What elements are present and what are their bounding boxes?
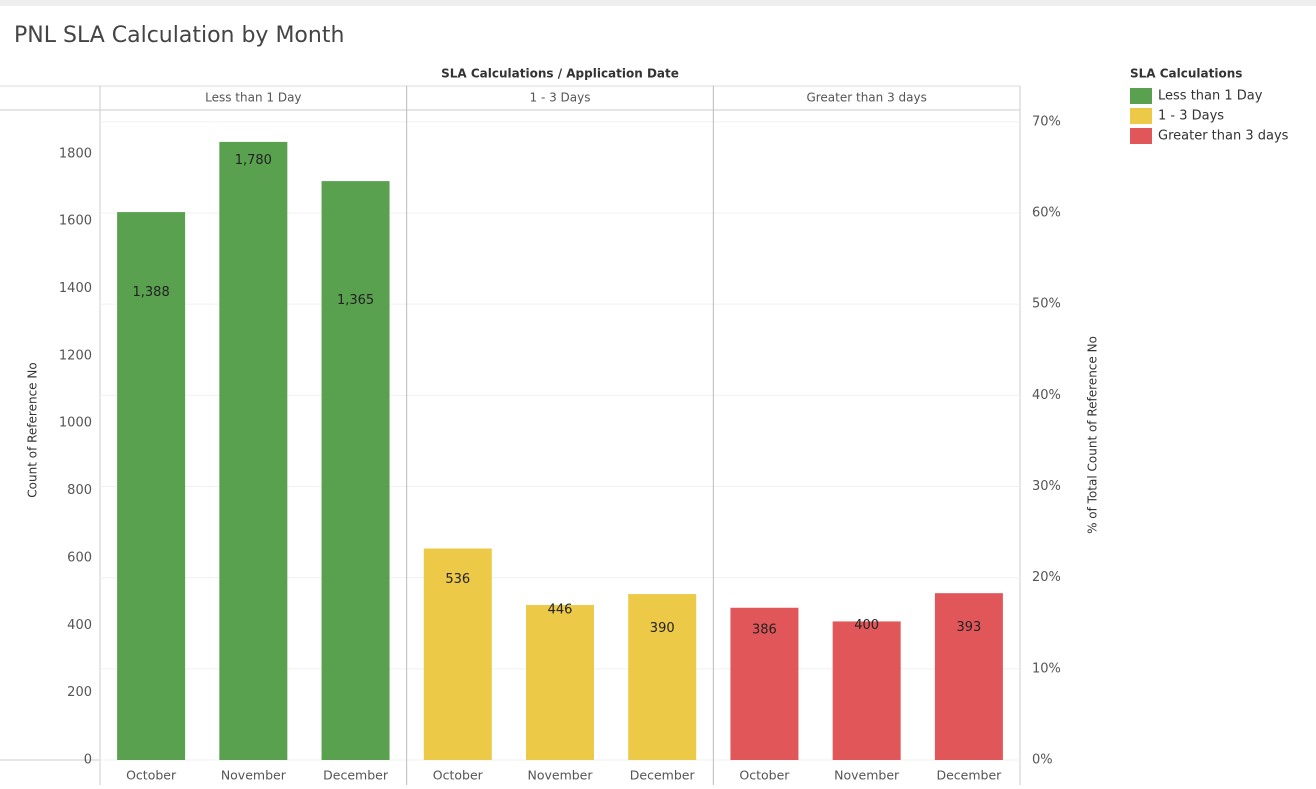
legend-swatch [1130,128,1152,144]
x-tick-label: December [630,768,696,783]
y2-axis-title: % of Total Count of Reference No [1086,336,1100,534]
y-tick-label: 1200 [59,348,92,363]
x-tick-label: November [834,768,900,783]
y-tick-label: 1000 [59,416,92,431]
data-label: 393 [956,620,981,635]
data-label: 1,365 [337,293,374,308]
y-tick-label: 600 [67,550,92,565]
header: SLA Calculations / Application Date [441,67,679,81]
y-tick-label: 1600 [59,214,92,229]
data-label: 386 [752,623,777,638]
y2-tick-label: 50% [1032,297,1061,312]
y2-tick-label: 0% [1032,753,1053,768]
bar [117,212,186,761]
y-axis-title: Count of Reference No [26,362,40,497]
legend-title: SLA Calculations [1130,67,1242,81]
panel-header: Greater than 3 days [806,91,926,105]
bar [832,621,901,760]
y-tick-label: 200 [67,685,92,700]
x-tick-label: October [126,768,177,783]
panel-header: 1 - 3 Days [530,91,591,105]
y-tick-label: 0 [84,753,92,768]
y-tick-label: 400 [67,618,92,633]
x-tick-label: October [433,768,484,783]
x-tick-label: October [739,768,790,783]
y2-tick-label: 20% [1032,570,1061,585]
data-label: 1,780 [235,153,272,168]
bar [423,548,492,760]
x-tick-label: December [936,768,1002,783]
bar [628,594,697,760]
legend-swatch [1130,88,1152,104]
data-label: 400 [854,618,879,633]
y-tick-label: 800 [67,483,92,498]
x-tick-label: December [323,768,389,783]
bar [219,141,288,760]
bar [730,607,799,760]
y2-tick-label: 10% [1032,661,1061,676]
legend-label: 1 - 3 Days [1158,109,1224,124]
data-label: 536 [445,572,470,587]
y-tick-label: 1800 [59,146,92,161]
y-tick-label: 1400 [59,281,92,296]
legend-swatch [1130,108,1152,124]
bar [526,605,594,760]
y2-tick-label: 40% [1032,388,1061,403]
chart-title: PNL SLA Calculation by Month [14,23,344,48]
top-strip [0,0,1316,6]
legend-label: Greater than 3 days [1158,129,1289,144]
y2-tick-label: 70% [1032,114,1061,129]
legend-label: Less than 1 Day [1158,89,1263,104]
data-label: 446 [548,602,573,617]
y2-tick-label: 60% [1032,206,1061,221]
bar [321,181,390,760]
y2-tick-label: 30% [1032,479,1061,494]
x-tick-label: November [527,768,593,783]
data-label: 1,388 [133,285,170,300]
x-tick-label: November [221,768,287,783]
panel-header: Less than 1 Day [205,91,301,105]
data-label: 390 [650,621,675,636]
bar [934,593,1003,760]
